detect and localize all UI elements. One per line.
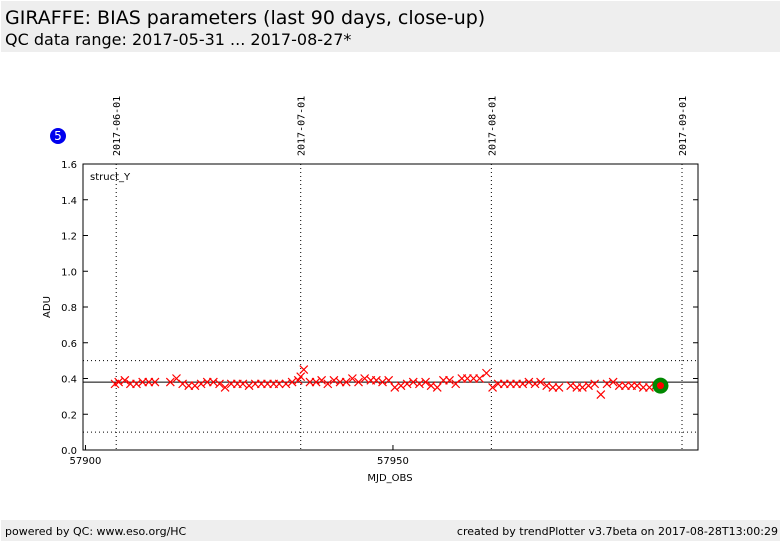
x-axis-label: MJD_OBS: [367, 473, 412, 484]
data-point: [323, 379, 333, 389]
data-point: [150, 377, 160, 387]
footer-credit: powered by QC: www.eso.org/HC: [5, 525, 187, 538]
data-point: [566, 381, 576, 391]
data-point: [554, 383, 564, 392]
footer-created: created by trendPlotter v3.7beta on 2017…: [456, 525, 778, 538]
data-point: [274, 379, 284, 389]
data-point: [132, 379, 141, 389]
y-axis-label: ADU: [42, 296, 53, 318]
date-tick-label: 2017-07-01: [297, 96, 308, 156]
data-point: [475, 374, 485, 383]
data-point: [347, 374, 357, 383]
data-point: [360, 374, 370, 383]
y-tick-label: 1.4: [61, 196, 77, 207]
data-point: [632, 381, 642, 391]
data-point: [584, 381, 593, 391]
data-point: [296, 372, 306, 382]
data-point: [402, 379, 412, 389]
data-point: [396, 381, 406, 391]
y-tick-label: 0.0: [61, 446, 77, 457]
data-point: [384, 375, 394, 385]
y-tick-label: 1.6: [61, 160, 77, 171]
data-point: [421, 377, 430, 387]
y-tick-label: 0.4: [61, 375, 77, 386]
data-point: [390, 383, 400, 392]
date-tick-label: 2017-06-01: [112, 96, 123, 156]
latest-point: [652, 377, 669, 394]
data-point: [120, 375, 130, 385]
y-tick-label: 1.2: [61, 232, 77, 243]
data-point: [220, 383, 230, 392]
date-tick-label: 2017-09-01: [678, 96, 689, 156]
page-subtitle: QC data range: 2017-05-31 ... 2017-08-27…: [5, 30, 352, 49]
data-point: [482, 368, 491, 378]
y-tick-label: 0.6: [61, 339, 77, 350]
data-point: [341, 377, 351, 387]
data-point: [311, 377, 321, 387]
data-point: [445, 375, 454, 385]
data-point: [488, 383, 498, 392]
x-tick-label: 57900: [70, 456, 102, 467]
data-point: [414, 379, 424, 389]
data-point: [281, 379, 291, 389]
plot-frame: [82, 163, 699, 451]
data-points: [110, 365, 669, 400]
data-point: [644, 383, 654, 392]
x-axis: 57900 57950: [70, 445, 409, 467]
data-point: [408, 377, 418, 387]
data-point: [190, 381, 200, 391]
data-point: [354, 377, 363, 387]
data-point: [530, 379, 540, 389]
data-point: [536, 377, 545, 387]
footer-bar: powered by QC: www.eso.org/HC created by…: [1, 520, 780, 541]
data-point: [608, 377, 618, 387]
data-point: [196, 379, 206, 389]
y-axis: 0.0 0.2 0.4 0.6 0.8 1.0 1.2 1.4 1.6: [61, 160, 698, 457]
page-title: GIRAFFE: BIAS parameters (last 90 days, …: [5, 7, 486, 29]
data-point: [178, 379, 188, 389]
data-point: [329, 375, 339, 385]
y-tick-label: 1.0: [61, 267, 77, 278]
data-point: [238, 379, 248, 389]
data-point: [299, 365, 309, 374]
data-point: [287, 377, 297, 387]
x-tick-label: 57950: [377, 456, 409, 467]
data-point: [426, 381, 436, 391]
data-point: [317, 375, 327, 385]
data-point: [371, 375, 381, 385]
data-point: [165, 377, 175, 387]
status-badge: 5: [50, 128, 66, 144]
y-tick-label: 0.2: [61, 410, 77, 421]
header-bar: GIRAFFE: BIAS parameters (last 90 days, …: [1, 1, 780, 52]
data-point: [114, 377, 124, 387]
data-point: [596, 390, 606, 400]
date-tick-label: 2017-08-01: [487, 96, 498, 156]
data-point: [244, 381, 254, 391]
data-point: [432, 383, 442, 392]
reference-lines: [83, 360, 698, 433]
data-point: [378, 377, 387, 387]
data-point: [518, 379, 528, 389]
top-date-axis: 2017-06-01 2017-07-01 2017-08-01 2017-09-01: [112, 96, 689, 156]
data-point: [208, 377, 218, 387]
date-gridlines: [115, 164, 683, 450]
badge-circle: [50, 128, 66, 144]
panel-label: struct_Y: [90, 172, 131, 183]
data-point: [524, 377, 534, 387]
data-point: [602, 379, 612, 389]
badge-label: 5: [54, 129, 62, 143]
data-point: [590, 379, 600, 389]
data-point: [577, 383, 587, 392]
y-tick-label: 0.8: [61, 303, 77, 314]
data-point: [542, 381, 552, 391]
data-point: [215, 379, 224, 389]
